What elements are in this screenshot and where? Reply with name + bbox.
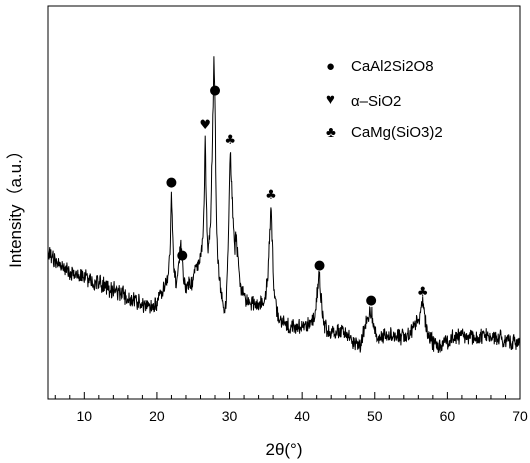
peak-marker: ♣ — [417, 285, 429, 300]
legend-symbol-0: ● — [326, 58, 335, 75]
y-axis-label: Intensity（a.u.） — [6, 142, 25, 268]
legend-symbol-2: ♣ — [326, 124, 336, 141]
peak-marker: ● — [209, 83, 220, 98]
peak-marker: ● — [365, 293, 376, 308]
peak-marker: ♣ — [224, 133, 236, 148]
plot-frame — [47, 5, 521, 400]
x-tick-label: 40 — [294, 408, 310, 424]
legend-symbol-1: ♥ — [326, 91, 335, 108]
peak-marker: ● — [314, 258, 325, 273]
legend: ● CaAl2Si2O8 ♥ α–SiO2 ♣ CaMg(SiO3)2 — [326, 58, 443, 141]
legend-label-2: CaMg(SiO3)2 — [351, 124, 443, 141]
x-tick-label: 20 — [149, 408, 165, 424]
x-tick-label: 60 — [440, 408, 456, 424]
legend-label-0: CaAl2Si2O8 — [351, 58, 434, 75]
x-axis-ticks — [54, 392, 506, 399]
xrd-pattern-line — [47, 56, 521, 354]
peak-marker: ♥ — [199, 118, 211, 133]
x-tick-label: 30 — [222, 408, 238, 424]
peak-markers: ● ● ♥ ● ♣ ♣ ● ● ♣ — [166, 83, 429, 308]
x-tick-label: 10 — [77, 408, 93, 424]
x-tick-label: 50 — [367, 408, 383, 424]
peak-marker: ● — [166, 175, 177, 190]
legend-label-1: α–SiO2 — [351, 93, 401, 110]
peak-marker: ♣ — [265, 188, 277, 203]
x-tick-label: 70 — [512, 408, 528, 424]
peak-marker: ● — [177, 248, 188, 263]
x-axis-tick-labels: 10 20 30 40 50 60 70 — [77, 408, 528, 424]
x-axis-label: 2θ(°) — [265, 440, 302, 459]
